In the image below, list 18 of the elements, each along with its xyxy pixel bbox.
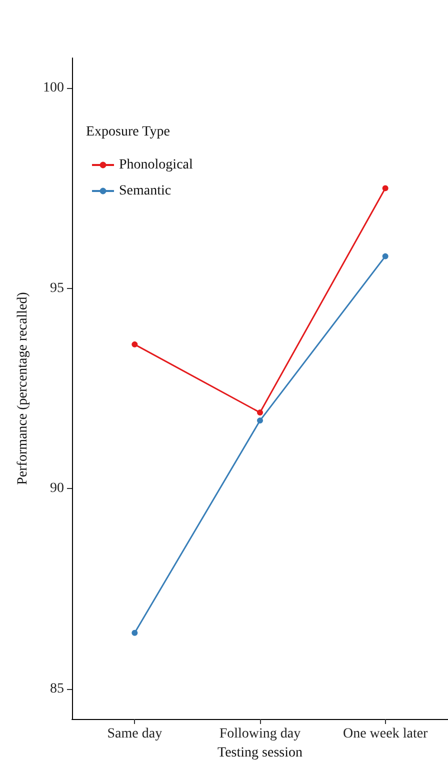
x-tick-label: One week later bbox=[342, 726, 428, 742]
legend-title: Exposure Type bbox=[86, 124, 170, 140]
legend-label: Semantic bbox=[119, 184, 172, 198]
x-tick-label: Same day bbox=[107, 726, 162, 742]
point bbox=[382, 253, 388, 260]
point bbox=[132, 341, 138, 348]
point bbox=[132, 630, 138, 636]
y-tick-label: 85 bbox=[50, 681, 64, 696]
legend-label: Phonological bbox=[119, 158, 193, 172]
point bbox=[382, 185, 388, 192]
y-tick-label: 95 bbox=[50, 280, 64, 296]
point bbox=[257, 418, 263, 424]
point bbox=[257, 410, 263, 416]
x-axis-title: Testing session bbox=[218, 746, 302, 760]
y-axis-title: Performance (percentage recalled) bbox=[16, 292, 30, 485]
y-tick-label: 90 bbox=[50, 481, 64, 496]
x-tick-label: Following day bbox=[219, 726, 301, 742]
y-tick-label: 100 bbox=[43, 80, 64, 96]
